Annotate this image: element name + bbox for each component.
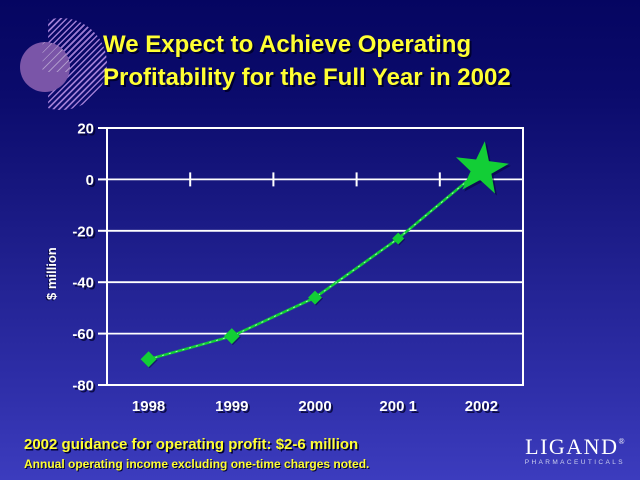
series-line	[148, 168, 483, 361]
ligand-logo-text: LIGAND	[525, 434, 619, 459]
star-marker-2002	[456, 141, 509, 194]
y-axis-label--80: -80	[72, 378, 94, 395]
x-axis-label-3: 200 1	[379, 398, 417, 415]
registered-trademark-icon: ®	[618, 437, 625, 446]
series-line-highlight	[148, 168, 482, 360]
y-axis-label--20: -20	[72, 223, 94, 240]
sphere-ball	[20, 42, 70, 92]
x-axis-label-0: 1998	[132, 398, 165, 415]
plot-area-border	[106, 127, 524, 386]
y-axis-label--40: -40	[72, 275, 94, 292]
data-point-2000	[308, 290, 322, 305]
x-axis-label-1: 1999	[215, 398, 248, 415]
y-axis-label-20: 20	[77, 121, 94, 138]
slide-title-line1: We Expect to Achieve Operating	[103, 31, 472, 58]
data-point-2001	[392, 232, 405, 245]
x-axis-label-4: 2002	[465, 398, 498, 415]
slide-title-line2: Profitability for the Full Year in 2002	[103, 64, 511, 91]
y-axis-label--60: -60	[72, 326, 94, 343]
y-axis-label-0: 0	[86, 172, 94, 189]
ligand-logo: LIGAND® PHARMACEUTICALS	[524, 431, 625, 467]
data-point-1998	[140, 351, 157, 368]
ligand-logo-subtitle: PHARMACEUTICALS	[524, 459, 625, 466]
data-point-1999	[223, 328, 240, 345]
x-axis-label-2: 2000	[298, 398, 331, 415]
ligand-logo-wordmark: LIGAND®	[525, 431, 625, 458]
decorative-sphere-logo	[8, 14, 108, 114]
slide-title: We Expect to Achieve Operating Profitabil…	[103, 28, 623, 94]
footnote-text: Annual operating income excluding one-ti…	[24, 457, 370, 471]
guidance-text: 2002 guidance for operating profit: $2-6…	[24, 436, 359, 453]
